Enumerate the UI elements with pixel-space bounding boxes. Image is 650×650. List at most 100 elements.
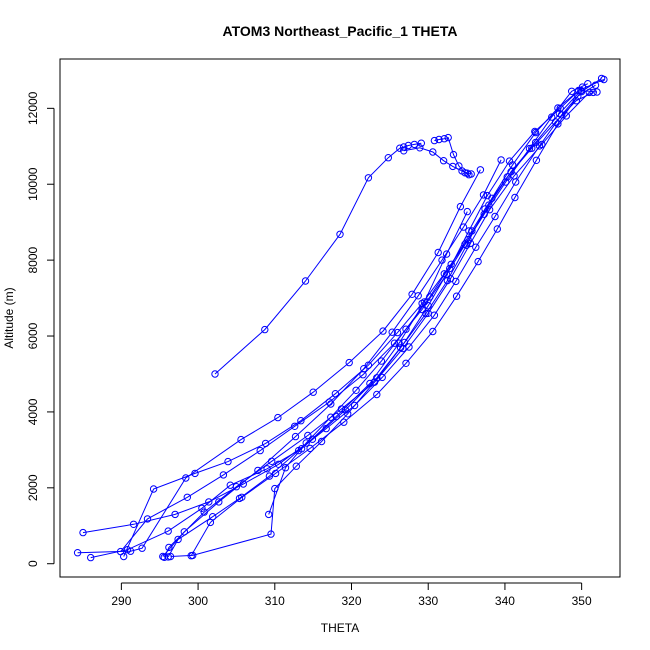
data-point (267, 530, 275, 538)
x-tick-label: 320 (341, 594, 361, 608)
data-point (350, 401, 359, 410)
data-point (200, 508, 208, 516)
data-point (164, 527, 172, 535)
data-point (373, 390, 381, 399)
data-point (396, 144, 404, 152)
y-axis-label: Altitude (m) (2, 287, 16, 348)
data-point (364, 361, 373, 369)
y-tick-label: 6000 (26, 322, 40, 349)
data-point (302, 439, 310, 447)
data-point (191, 469, 199, 478)
data-point (511, 193, 519, 202)
y-tick-label: 12000 (26, 91, 40, 125)
data-point (585, 88, 593, 97)
data-point (493, 225, 501, 233)
data-point (322, 424, 330, 433)
data-point (341, 406, 350, 414)
data-point (531, 127, 539, 136)
data-point (410, 140, 419, 149)
data-point (430, 136, 439, 145)
series-layer (73, 74, 608, 562)
data-point (327, 413, 335, 421)
data-point (418, 305, 426, 314)
data-point (309, 388, 317, 396)
data-point (600, 75, 608, 84)
data-point (577, 86, 585, 95)
data-point (256, 446, 264, 455)
data-point (265, 510, 273, 519)
data-point (472, 243, 480, 251)
data-point (438, 256, 446, 264)
data-point (237, 435, 245, 444)
data-point (306, 444, 314, 453)
chart-title: ATOM3 Northeast_Pacific_1 THETA (223, 23, 458, 39)
x-tick-label: 340 (495, 594, 515, 608)
data-point (429, 148, 437, 156)
data-point (291, 432, 300, 441)
x-axis-label: THETA (321, 621, 359, 635)
data-point (340, 418, 348, 426)
data-point (224, 457, 232, 466)
data-point (476, 166, 485, 174)
plot-frame (59, 58, 621, 578)
series-line (170, 91, 594, 557)
data-point (531, 138, 540, 147)
y-tick-label: 10000 (26, 167, 40, 201)
data-point (474, 257, 482, 266)
data-point (171, 510, 179, 519)
data-point (344, 410, 352, 418)
data-point (446, 264, 454, 273)
data-point (562, 112, 570, 120)
data-point (429, 327, 437, 336)
data-point (232, 483, 241, 491)
data-point (379, 327, 387, 335)
data-point (165, 543, 173, 552)
y-tick-label: 8000 (26, 246, 40, 273)
data-point (439, 157, 448, 165)
data-point (254, 466, 262, 475)
data-point (393, 328, 402, 337)
data-point (446, 275, 455, 283)
data-point (479, 191, 488, 199)
data-point (593, 88, 601, 96)
data-point (73, 549, 82, 557)
data-point (461, 169, 469, 177)
data-point (292, 462, 300, 470)
data-point (87, 553, 95, 562)
data-point (440, 135, 448, 143)
data-point (268, 457, 276, 465)
y-axis: 0 2000 4000 6000 8000 10000 12000 (26, 91, 55, 567)
data-point (497, 156, 505, 164)
data-point (345, 358, 353, 367)
data-point (291, 422, 299, 430)
data-point (488, 194, 496, 203)
data-point (548, 113, 556, 121)
series-line (162, 159, 502, 557)
data-point (370, 378, 379, 386)
data-point (424, 309, 432, 317)
data-point (400, 147, 408, 155)
data-point (261, 325, 269, 334)
data-point (466, 239, 475, 248)
data-point (442, 250, 451, 258)
data-point (123, 546, 132, 554)
data-point (455, 162, 463, 170)
series-line (77, 169, 481, 554)
x-tick-label: 310 (265, 594, 285, 608)
data-point (116, 547, 125, 556)
data-point (160, 553, 169, 561)
series-line (434, 136, 470, 176)
data-point (317, 437, 326, 446)
data-point (452, 292, 461, 300)
series-line (120, 89, 598, 552)
data-point (174, 535, 182, 544)
data-point (491, 212, 499, 221)
data-point (384, 154, 392, 162)
data-point (434, 248, 442, 257)
x-axis: 290 300 310 320 330 340 350 (111, 582, 592, 608)
data-point (463, 207, 471, 216)
series-line (190, 84, 596, 556)
data-point (211, 370, 219, 378)
data-point (189, 551, 197, 560)
data-point (373, 374, 381, 382)
